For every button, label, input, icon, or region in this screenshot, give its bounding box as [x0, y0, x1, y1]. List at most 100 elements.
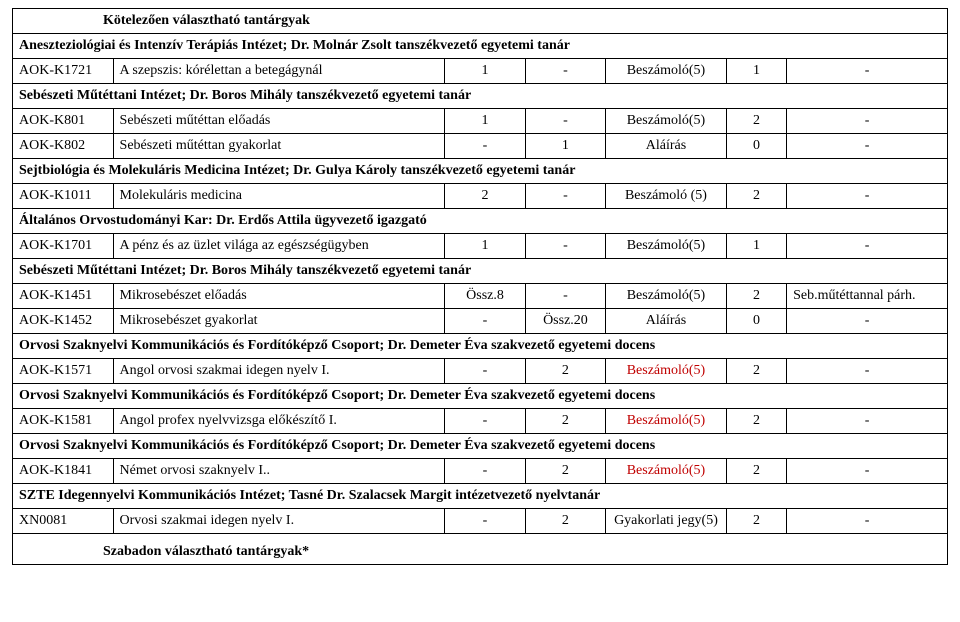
section-header-row: Szabadon választható tantárgyak* [13, 534, 948, 565]
table-row: AOK-K1701 A pénz és az üzlet világa az e… [13, 234, 948, 259]
dept-row: Sebészeti Műtéttani Intézet; Dr. Boros M… [13, 84, 948, 109]
course-code: AOK-K1581 [13, 409, 114, 434]
course-code: AOK-K1452 [13, 309, 114, 334]
dept-row: Általános Orvostudományi Kar: Dr. Erdős … [13, 209, 948, 234]
course-code: AOK-K1571 [13, 359, 114, 384]
course-name: Német orvosi szaknyelv I.. [113, 459, 445, 484]
table-row: XN0081 Orvosi szakmai idegen nyelv I. - … [13, 509, 948, 534]
col-3: 1 [445, 234, 525, 259]
dept-name: Orvosi Szaknyelvi Kommunikációs és Fordí… [13, 334, 948, 359]
course-name: Orvosi szakmai idegen nyelv I. [113, 509, 445, 534]
col-3: - [445, 309, 525, 334]
course-name: Mikrosebészet előadás [113, 284, 445, 309]
col-6: 1 [726, 234, 786, 259]
table-row: AOK-K1581 Angol profex nyelvvizsga előké… [13, 409, 948, 434]
course-name: Angol orvosi szakmai idegen nyelv I. [113, 359, 445, 384]
table-row: AOK-K1571 Angol orvosi szakmai idegen ny… [13, 359, 948, 384]
col-6: 2 [726, 509, 786, 534]
col-7: - [787, 459, 948, 484]
col-4: - [525, 109, 605, 134]
col-3: - [445, 409, 525, 434]
section-title: Szabadon választható tantárgyak* [13, 534, 948, 565]
col-4: 1 [525, 134, 605, 159]
col-6: 2 [726, 409, 786, 434]
col-5: Beszámoló(5) [606, 234, 727, 259]
col-5: Beszámoló(5) [606, 459, 727, 484]
col-3: Össz.8 [445, 284, 525, 309]
col-6: 2 [726, 459, 786, 484]
col-3: - [445, 134, 525, 159]
col-4: - [525, 284, 605, 309]
col-6: 2 [726, 184, 786, 209]
dept-row: SZTE Idegennyelvi Kommunikációs Intézet;… [13, 484, 948, 509]
col-6: 0 [726, 134, 786, 159]
col-7: Seb.műtéttannal párh. [787, 284, 948, 309]
section-header-row: Kötelezően választható tantárgyak [13, 9, 948, 34]
table-row: AOK-K1452 Mikrosebészet gyakorlat - Össz… [13, 309, 948, 334]
dept-name: SZTE Idegennyelvi Kommunikációs Intézet;… [13, 484, 948, 509]
col-6: 0 [726, 309, 786, 334]
col-3: 1 [445, 109, 525, 134]
course-code: AOK-K801 [13, 109, 114, 134]
col-3: 2 [445, 184, 525, 209]
col-7: - [787, 509, 948, 534]
table-row: AOK-K1721 A szepszis: kórélettan a beteg… [13, 59, 948, 84]
course-code: AOK-K1011 [13, 184, 114, 209]
course-code: AOK-K1841 [13, 459, 114, 484]
course-code: AOK-K1451 [13, 284, 114, 309]
dept-row: Orvosi Szaknyelvi Kommunikációs és Fordí… [13, 434, 948, 459]
dept-row: Aneszteziológiai és Intenzív Terápiás In… [13, 34, 948, 59]
dept-name: Orvosi Szaknyelvi Kommunikációs és Fordí… [13, 384, 948, 409]
col-6: 2 [726, 359, 786, 384]
dept-row: Sebészeti Műtéttani Intézet; Dr. Boros M… [13, 259, 948, 284]
col-7: - [787, 234, 948, 259]
col-4: - [525, 184, 605, 209]
col-5: Beszámoló (5) [606, 184, 727, 209]
table-row: AOK-K1011 Molekuláris medicina 2 - Beszá… [13, 184, 948, 209]
dept-name: Sejtbiológia és Molekuláris Medicina Int… [13, 159, 948, 184]
col-4: 2 [525, 459, 605, 484]
dept-row: Orvosi Szaknyelvi Kommunikációs és Fordí… [13, 384, 948, 409]
col-4: Össz.20 [525, 309, 605, 334]
col-4: - [525, 59, 605, 84]
section-title: Kötelezően választható tantárgyak [13, 9, 948, 34]
table-row: AOK-K1841 Német orvosi szaknyelv I.. - 2… [13, 459, 948, 484]
col-4: 2 [525, 409, 605, 434]
course-name: A pénz és az üzlet világa az egészségügy… [113, 234, 445, 259]
curriculum-table: Kötelezően választható tantárgyak Aneszt… [12, 8, 948, 565]
course-code: AOK-K1701 [13, 234, 114, 259]
col-7: - [787, 409, 948, 434]
col-5: Gyakorlati jegy(5) [606, 509, 727, 534]
table-row: AOK-K1451 Mikrosebészet előadás Össz.8 -… [13, 284, 948, 309]
course-code: XN0081 [13, 509, 114, 534]
col-4: 2 [525, 509, 605, 534]
dept-name: Általános Orvostudományi Kar: Dr. Erdős … [13, 209, 948, 234]
dept-name: Sebészeti Műtéttani Intézet; Dr. Boros M… [13, 259, 948, 284]
dept-name: Orvosi Szaknyelvi Kommunikációs és Fordí… [13, 434, 948, 459]
col-6: 2 [726, 109, 786, 134]
course-code: AOK-K802 [13, 134, 114, 159]
col-6: 1 [726, 59, 786, 84]
dept-name: Aneszteziológiai és Intenzív Terápiás In… [13, 34, 948, 59]
course-name: Mikrosebészet gyakorlat [113, 309, 445, 334]
col-5: Beszámoló(5) [606, 109, 727, 134]
col-6: 2 [726, 284, 786, 309]
col-5: Aláírás [606, 309, 727, 334]
col-7: - [787, 59, 948, 84]
course-name: Angol profex nyelvvizsga előkészítő I. [113, 409, 445, 434]
table-row: AOK-K801 Sebészeti műtéttan előadás 1 - … [13, 109, 948, 134]
col-5: Aláírás [606, 134, 727, 159]
col-4: - [525, 234, 605, 259]
col-7: - [787, 109, 948, 134]
col-4: 2 [525, 359, 605, 384]
dept-row: Orvosi Szaknyelvi Kommunikációs és Fordí… [13, 334, 948, 359]
col-7: - [787, 184, 948, 209]
course-name: Sebészeti műtéttan gyakorlat [113, 134, 445, 159]
col-5: Beszámoló(5) [606, 59, 727, 84]
col-7: - [787, 309, 948, 334]
col-3: 1 [445, 59, 525, 84]
col-3: - [445, 459, 525, 484]
col-5: Beszámoló(5) [606, 284, 727, 309]
col-3: - [445, 509, 525, 534]
col-5: Beszámoló(5) [606, 409, 727, 434]
